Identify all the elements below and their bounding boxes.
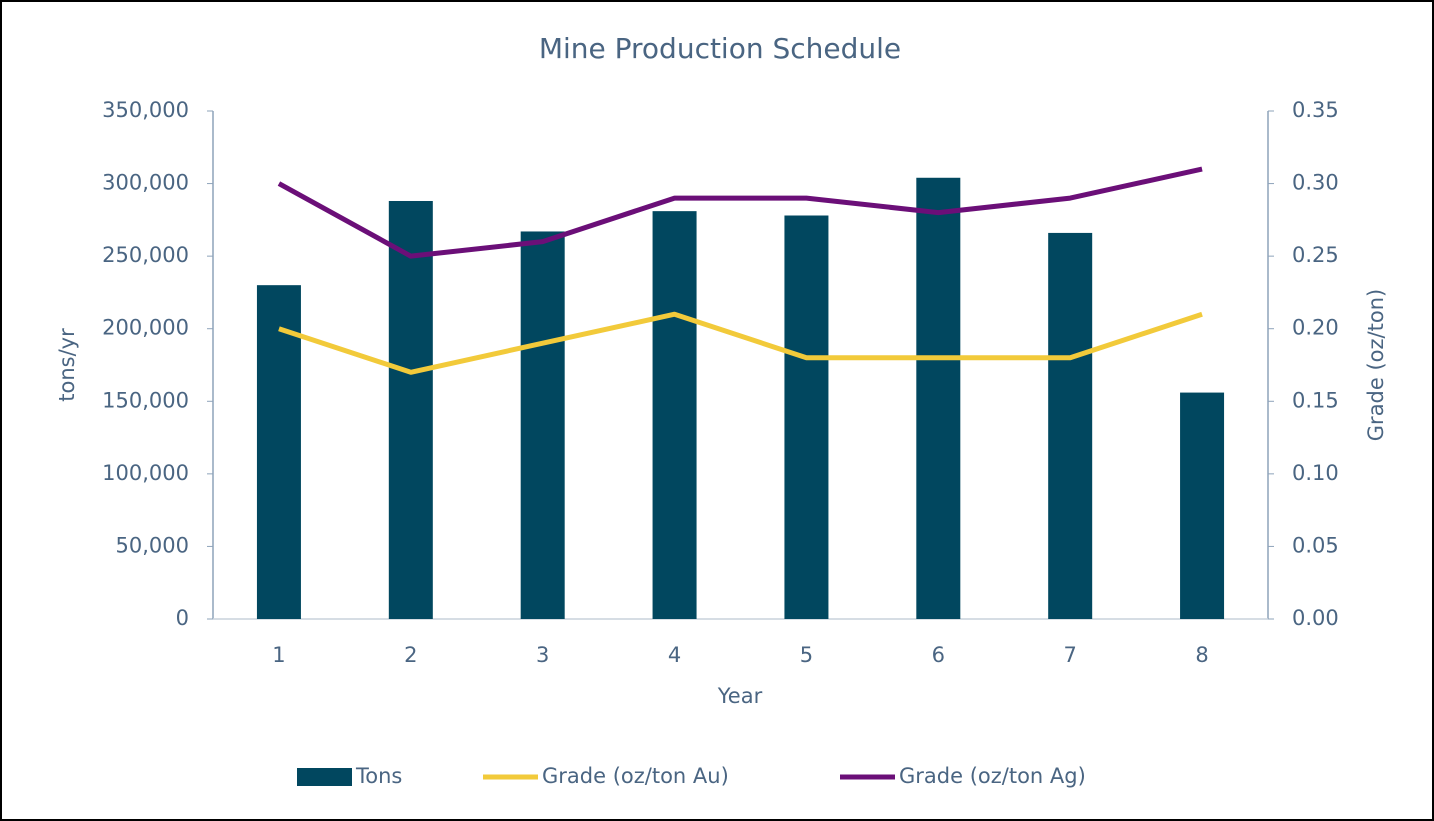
x-tick-label: 7 <box>1064 643 1077 667</box>
x-tick-label: 6 <box>932 643 945 667</box>
chart-title: Mine Production Schedule <box>539 32 901 65</box>
y2-tick-label: 0.20 <box>1292 316 1339 340</box>
bar <box>916 177 961 619</box>
x-tick-label: 5 <box>800 643 813 667</box>
y2-axis-label: Grade (oz/ton) <box>1364 289 1388 441</box>
bar <box>1180 392 1225 619</box>
y-tick-label: 0 <box>176 606 189 630</box>
y-tick-label: 300,000 <box>102 171 189 195</box>
y-tick-label: 350,000 <box>102 98 189 122</box>
bar <box>1048 232 1093 620</box>
y-tick-label: 250,000 <box>102 243 189 267</box>
x-tick-label: 8 <box>1195 643 1208 667</box>
x-tick-label: 4 <box>668 643 681 667</box>
x-tick-label: 3 <box>536 643 549 667</box>
x-tick-label: 2 <box>404 643 417 667</box>
y-tick-label: 50,000 <box>116 533 189 557</box>
y2-tick-label: 0.05 <box>1292 533 1339 557</box>
y2-tick-label: 0.00 <box>1292 606 1339 630</box>
legend-swatch <box>297 768 352 786</box>
legend-label: Tons <box>355 764 402 788</box>
legend-label: Grade (oz/ton Au) <box>542 764 729 788</box>
bar <box>652 211 697 620</box>
y2-tick-label: 0.10 <box>1292 461 1339 485</box>
y2-tick-label: 0.15 <box>1292 388 1339 412</box>
x-axis-label: Year <box>717 684 763 708</box>
bar <box>784 215 829 619</box>
y2-tick-label: 0.35 <box>1292 98 1339 122</box>
legend-label: Grade (oz/ton Ag) <box>899 764 1086 788</box>
y2-tick-label: 0.25 <box>1292 243 1339 267</box>
y-tick-label: 200,000 <box>102 316 189 340</box>
line <box>277 166 1203 259</box>
bar <box>388 200 433 619</box>
bar <box>256 285 301 619</box>
y-tick-label: 100,000 <box>102 461 189 485</box>
line <box>278 311 1203 375</box>
y-tick-label: 150,000 <box>102 388 189 412</box>
y2-tick-label: 0.30 <box>1292 171 1339 195</box>
x-tick-label: 1 <box>272 643 285 667</box>
y-axis-label: tons/yr <box>55 328 79 402</box>
bar <box>520 231 565 619</box>
